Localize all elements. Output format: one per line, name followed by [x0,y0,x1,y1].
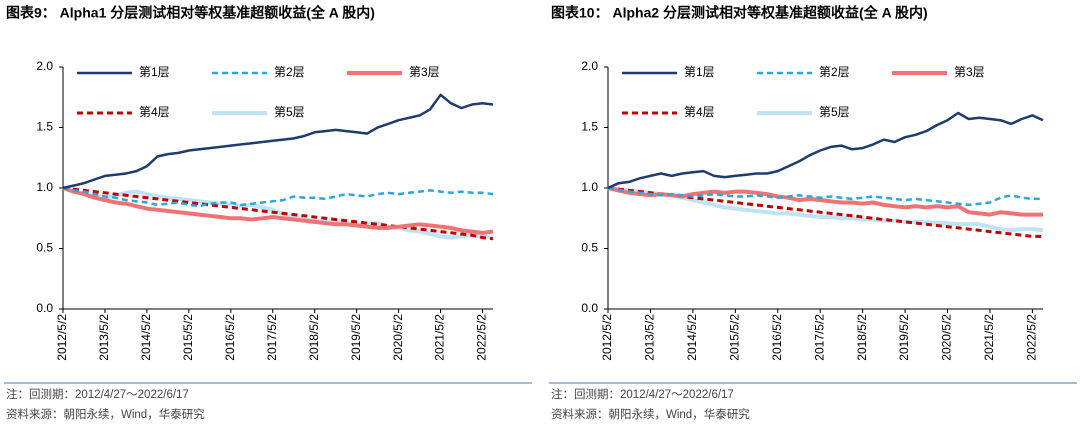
x-tick-label: 2012/5/2 [55,314,69,361]
legend-label: 第4层 [139,105,170,119]
chart-title: 图表10： Alpha2 分层测试相对等权基准超额收益(全 A 股内) [551,5,928,21]
legend-label: 第3层 [954,65,985,79]
y-tick-label: 2.0 [581,59,598,73]
x-tick-label: 2012/5/2 [600,314,614,361]
legend-label: 第4层 [684,105,715,119]
legend-label: 第2层 [274,65,305,79]
x-tick-label: 2013/5/2 [643,314,657,361]
y-tick-label: 0.5 [36,241,53,255]
y-tick-label: 0.0 [581,301,598,315]
x-tick-label: 2020/5/2 [940,314,954,361]
legend-label: 第1层 [139,65,170,79]
chart-title: 图表9： Alpha1 分层测试相对等权基准超额收益(全 A 股内) [6,5,375,21]
x-tick-label: 2021/5/2 [982,314,996,361]
y-tick-label: 2.0 [36,59,53,73]
legend-label: 第3层 [409,65,440,79]
series-line [62,186,494,240]
legend-label: 第5层 [274,105,305,119]
x-tick-label: 2018/5/2 [855,314,869,361]
note: 注：回测期：2012/4/27～2022/6/17 [6,387,189,401]
note: 注：回测期：2012/4/27～2022/6/17 [551,387,734,401]
legend-label: 第2层 [819,65,850,79]
series-line [62,93,494,190]
series-line [62,186,494,235]
series-line [62,186,494,208]
y-tick-label: 1.5 [581,120,598,134]
x-tick-label: 2022/5/2 [475,314,489,361]
x-tick-label: 2014/5/2 [685,314,699,361]
x-tick-label: 2015/5/2 [727,314,741,361]
x-tick-label: 2016/5/2 [223,314,237,361]
legend-label: 第5层 [819,105,850,119]
y-tick-label: 1.5 [36,120,53,134]
series-line [607,186,1043,217]
x-tick-label: 2014/5/2 [139,314,153,361]
series-line [607,111,1044,190]
legend-label: 第1层 [684,65,715,79]
source: 资料来源：朝阳永续，Wind，华泰研究 [6,407,205,421]
x-tick-label: 2020/5/2 [391,314,405,361]
y-tick-label: 0.0 [36,301,53,315]
x-tick-label: 2019/5/2 [349,314,363,361]
x-tick-label: 2021/5/2 [433,314,447,361]
series-line [62,186,494,241]
x-tick-label: 2019/5/2 [897,314,911,361]
x-tick-label: 2016/5/2 [770,314,784,361]
y-tick-label: 1.0 [581,180,598,194]
series-line [607,186,1043,207]
x-tick-label: 2015/5/2 [181,314,195,361]
x-tick-label: 2013/5/2 [97,314,111,361]
x-tick-label: 2022/5/2 [1025,314,1039,361]
y-tick-label: 0.5 [581,241,598,255]
x-tick-label: 2017/5/2 [812,314,826,361]
source: 资料来源：朝阳永续，Wind，华泰研究 [551,407,750,421]
x-tick-label: 2017/5/2 [265,314,279,361]
x-tick-label: 2018/5/2 [307,314,321,361]
y-tick-label: 1.0 [36,180,53,194]
